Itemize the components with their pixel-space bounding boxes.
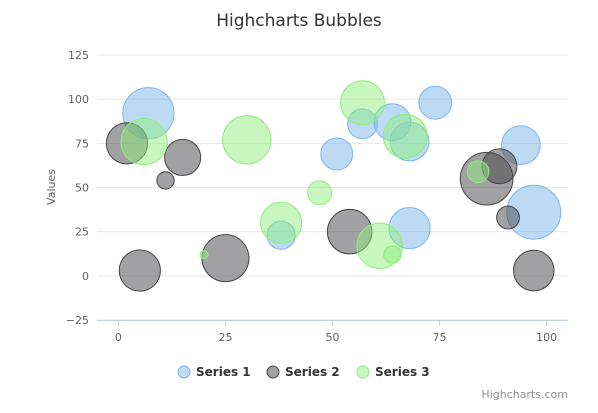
bubble-point[interactable] (222, 115, 272, 165)
legend-label: Series 3 (375, 365, 430, 379)
bubble-point[interactable] (418, 85, 453, 120)
x-tick-label: 25 (218, 331, 232, 344)
y-tick-label: 25 (75, 226, 89, 239)
legend-item-series-1[interactable]: Series 1 (177, 365, 251, 379)
legend-label: Series 2 (285, 365, 340, 379)
bubble-point[interactable] (513, 249, 555, 292)
bubble-point[interactable] (496, 205, 520, 230)
bubble-point[interactable] (118, 249, 161, 292)
credits-link[interactable]: Highcharts.com (481, 388, 568, 401)
legend: Series 1 Series 2 Series 3 (177, 365, 430, 379)
bubble-point[interactable] (466, 160, 490, 183)
y-tick-label: 50 (75, 182, 89, 195)
y-tick-label: −25 (66, 314, 89, 327)
x-tick-label: 50 (326, 331, 340, 344)
series-3-bubbles (120, 80, 490, 270)
bubble-point[interactable] (307, 180, 333, 206)
y-tick-label: 0 (82, 270, 89, 283)
bubble-point[interactable] (382, 113, 428, 159)
chart-title: Highcharts Bubbles (216, 11, 382, 31)
bubble-point[interactable] (164, 138, 202, 177)
y-tick-label: 100 (68, 93, 89, 106)
y-tick-label: 125 (68, 49, 89, 62)
bubble-point[interactable] (260, 201, 303, 244)
bubble-point[interactable] (199, 250, 209, 260)
legend-item-series-2[interactable]: Series 2 (266, 365, 340, 379)
legend-item-series-3[interactable]: Series 3 (356, 365, 430, 379)
axes: −25 0 25 50 75 100 125 0 25 50 75 100 (66, 49, 568, 344)
legend-symbol (177, 365, 191, 379)
y-axis-title: Values (45, 169, 58, 205)
bubble-point[interactable] (201, 234, 250, 283)
legend-symbol (266, 365, 280, 379)
bubble-point[interactable] (340, 80, 385, 126)
bubble-point[interactable] (383, 245, 402, 264)
bubble-point[interactable] (320, 137, 354, 171)
bubble-point[interactable] (156, 171, 175, 190)
legend-label: Series 1 (196, 365, 251, 379)
y-tick-label: 75 (75, 137, 89, 150)
legend-symbol (356, 365, 370, 379)
x-tick-label: 100 (536, 331, 557, 344)
bubble-point[interactable] (120, 117, 168, 166)
plot-area (105, 80, 562, 292)
x-tick-label: 75 (433, 331, 447, 344)
x-tick-label: 0 (115, 331, 122, 344)
